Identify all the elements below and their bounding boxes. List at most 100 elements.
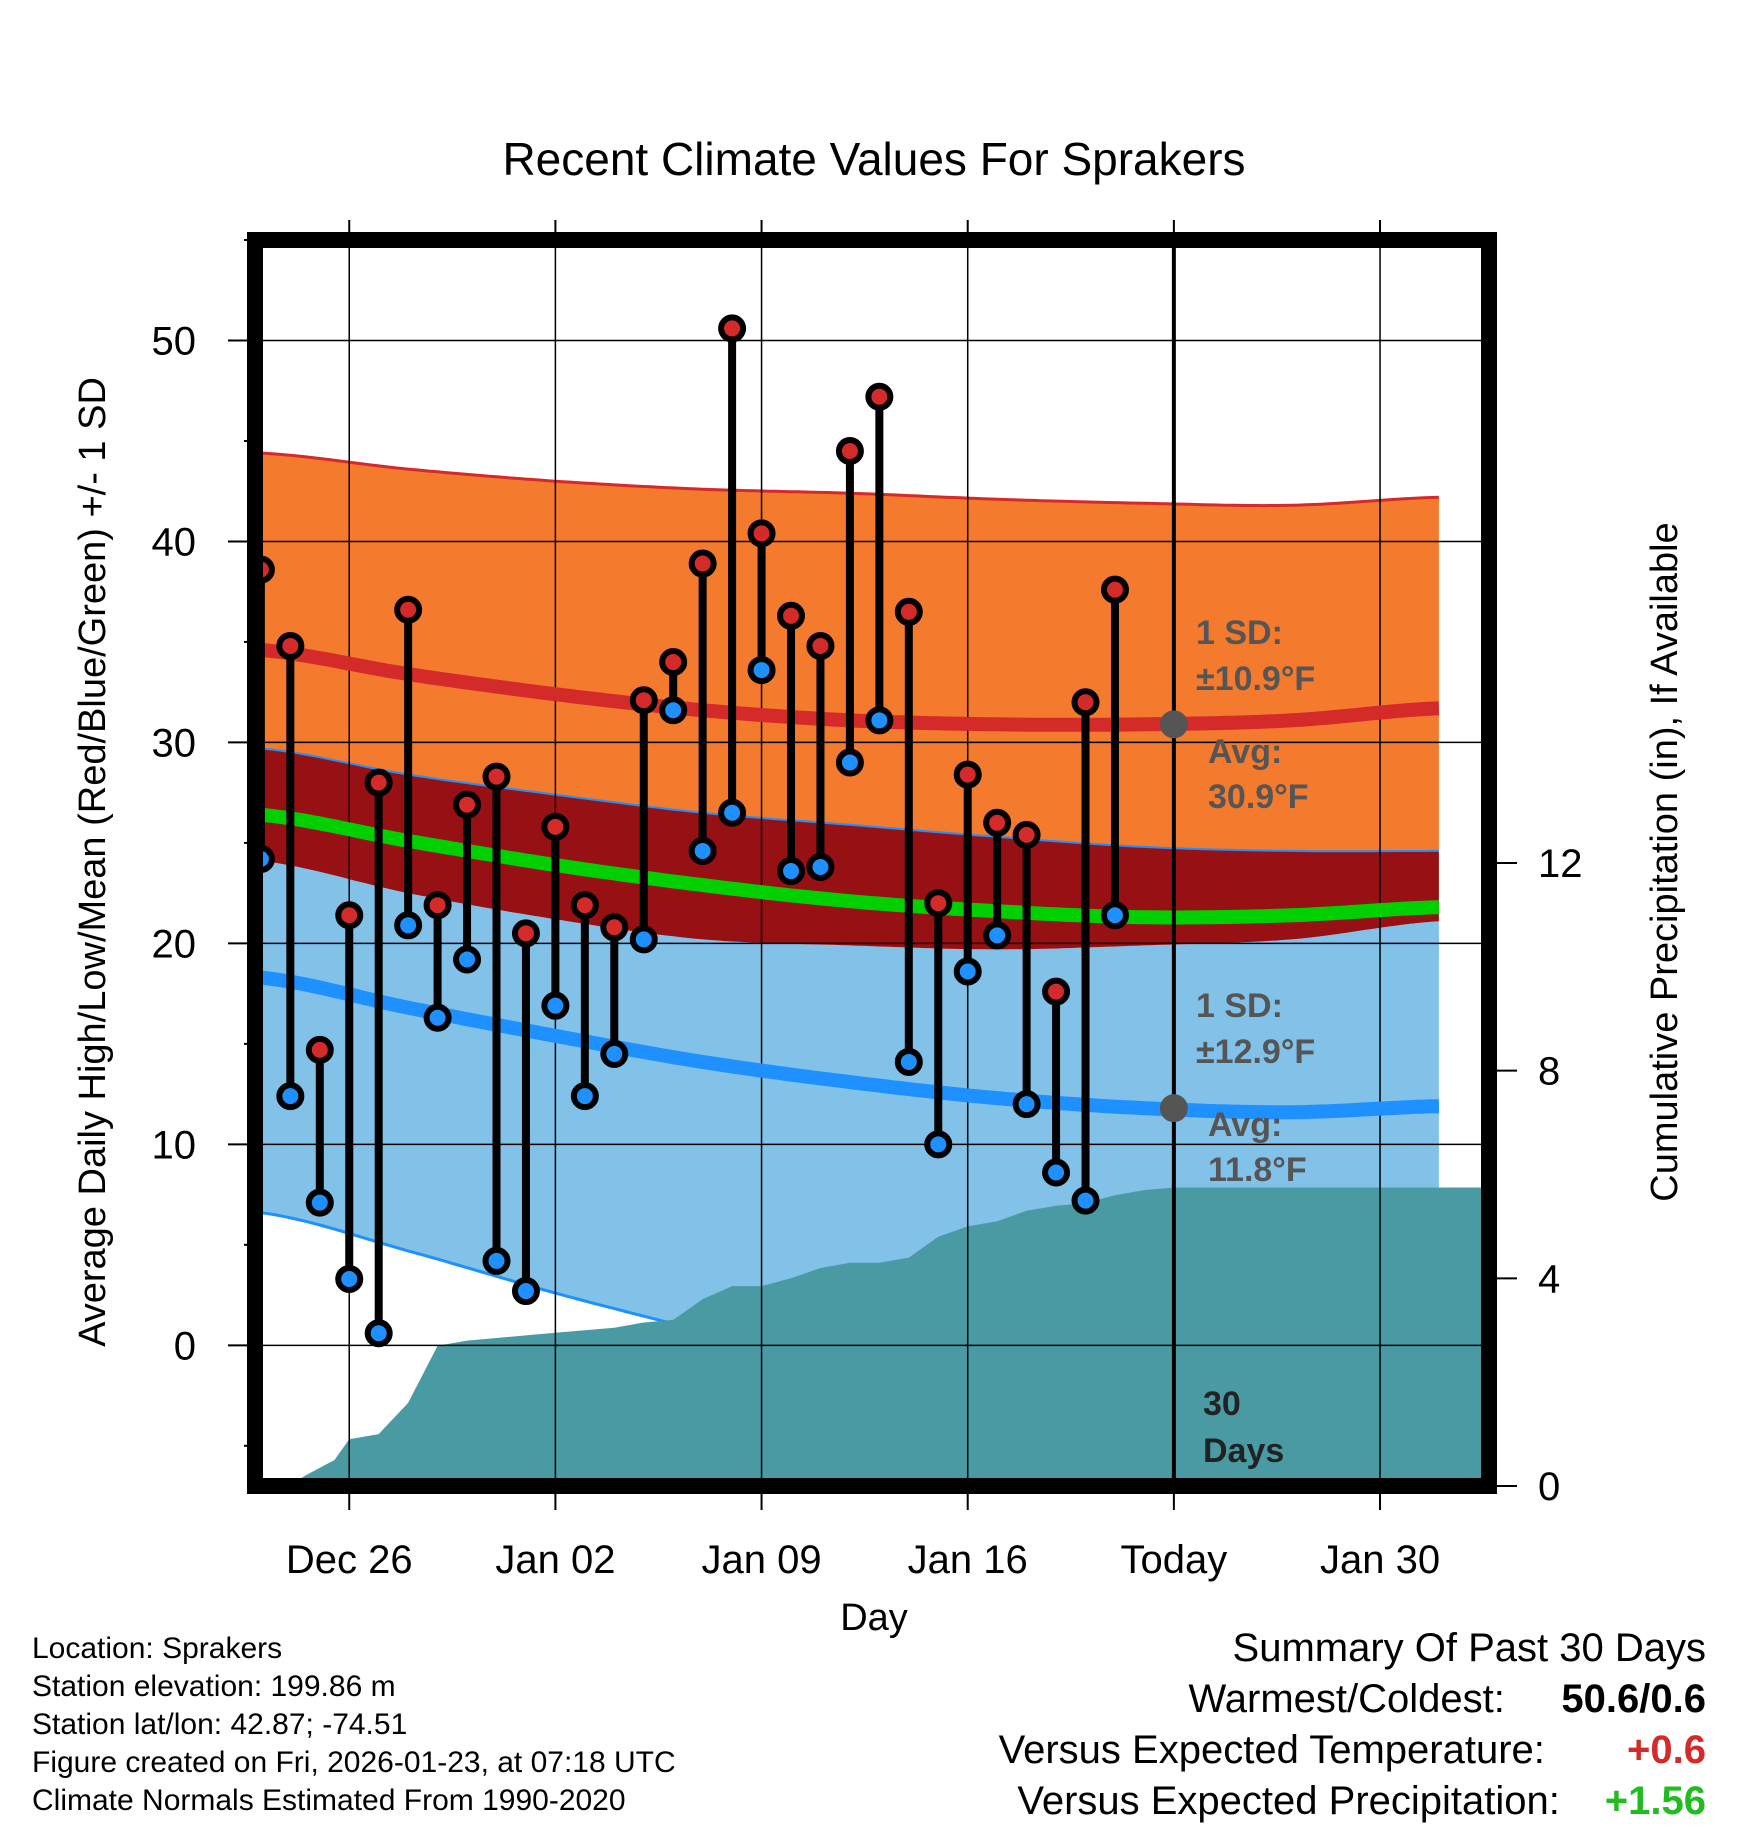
observed-high-point [835, 437, 864, 466]
observed-low-point [1100, 901, 1129, 930]
observed-high-point [541, 812, 570, 841]
observed-low-point [777, 857, 806, 886]
y-tick-label: 0 [174, 1324, 196, 1368]
observations [263, 314, 1129, 1348]
observed-high-point [953, 760, 982, 789]
precip-anomaly-value: +1.56 [1604, 1779, 1706, 1823]
observed-high-point [276, 631, 305, 660]
warmest-coldest-value: 50.6/0.6 [1561, 1677, 1706, 1721]
observed-low-point [806, 853, 835, 882]
summary-title: Summary Of Past 30 Days [1232, 1626, 1706, 1670]
observed-low-point [600, 1039, 629, 1068]
observed-high-point [747, 519, 776, 548]
station-info: Location: Sprakers Station elevation: 19… [32, 1630, 676, 1820]
annotations: 1 SD: ±10.9°F Avg: 30.9°F 1 SD: ±12.9°F … [1196, 614, 1315, 1470]
mean-average-line [263, 807, 1440, 925]
latlon-text: Station lat/lon: 42.87; -74.51 [32, 1708, 408, 1741]
x-tick-label: Jan 30 [1320, 1538, 1440, 1582]
precipitation-area [301, 1187, 1481, 1478]
observed-low-point [541, 991, 570, 1020]
observed-low-point [394, 911, 423, 940]
y-axis-label-right: Cumulative Precipitation (in), If Availa… [1644, 522, 1686, 1201]
observed-low-point [835, 748, 864, 777]
y-tick-label: 10 [152, 1123, 197, 1167]
observed-high-point [1071, 688, 1100, 717]
low-sd-value: ±12.9°F [1196, 1033, 1315, 1071]
low-avg-label: Avg: [1208, 1106, 1282, 1144]
observed-low-point [688, 836, 717, 865]
y2-tick-label: 8 [1538, 1050, 1560, 1094]
high-avg-label: Avg: [1208, 733, 1282, 771]
observed-low-point [482, 1246, 511, 1275]
observed-low-point [747, 656, 776, 685]
observed-high-point [1100, 575, 1129, 604]
observed-high-point [423, 891, 452, 920]
observed-low-point [659, 696, 688, 725]
observed-low-point [718, 798, 747, 827]
observed-high-point [1042, 977, 1071, 1006]
x-tick-label: Jan 09 [702, 1538, 822, 1582]
observed-high-point [335, 901, 364, 930]
observed-high-point [453, 790, 482, 819]
observed-low-point [629, 925, 658, 954]
x-tick-label: Jan 02 [495, 1538, 615, 1582]
x-tick-label: Jan 16 [908, 1538, 1028, 1582]
observed-low-point [276, 1082, 305, 1111]
low-avg-value: 11.8°F [1208, 1151, 1307, 1189]
observed-high-point [305, 1035, 334, 1064]
summary-warmest-row: Warmest/Coldest: 50.6/0.6 [999, 1674, 1707, 1725]
observed-low-point [924, 1130, 953, 1159]
observed-high-point [688, 549, 717, 578]
observed-low-point [1071, 1186, 1100, 1215]
summary-precip-row: Versus Expected Precipitation: +1.56 [999, 1776, 1706, 1827]
observed-high-point [482, 762, 511, 791]
x-tick-label: Today [1120, 1538, 1227, 1582]
y-tick-label: 40 [152, 520, 197, 564]
observed-low-point [953, 957, 982, 986]
y-axis-label-left: Average Daily High/Low/Mean (Red/Blue/Gr… [72, 377, 114, 1347]
summary-panel: Summary Of Past 30 Days Warmest/Coldest:… [999, 1623, 1706, 1827]
today-low-avg-marker [1159, 1094, 1188, 1123]
observed-high-point [263, 555, 275, 584]
summary-temp-row: Versus Expected Temperature: +0.6 [999, 1725, 1706, 1776]
window-label-line2: Days [1203, 1432, 1284, 1470]
observed-high-point [600, 913, 629, 942]
observed-low-point [364, 1319, 393, 1348]
x-axis-label: Day [840, 1597, 908, 1639]
observed-low-point [305, 1188, 334, 1217]
warmest-coldest-label: Warmest/Coldest: [1188, 1677, 1505, 1721]
observed-high-point [894, 597, 923, 626]
y-tick-label: 20 [152, 922, 197, 966]
observed-high-point [983, 808, 1012, 837]
location-text: Location: Sprakers [32, 1632, 283, 1665]
y2-tick-label: 0 [1538, 1465, 1560, 1509]
y-tick-label: 30 [152, 721, 197, 765]
observed-low-point [894, 1047, 923, 1076]
observed-high-point [777, 601, 806, 630]
y2-tick-label: 12 [1538, 842, 1583, 886]
temp-anomaly-value: +0.6 [1627, 1728, 1706, 1772]
observed-high-point [629, 686, 658, 715]
observed-high-point [806, 631, 835, 660]
observed-low-point [335, 1265, 364, 1294]
observed-high-point [511, 919, 540, 948]
low-average-line [263, 970, 1439, 1120]
observed-low-point [423, 1003, 452, 1032]
observed-low-point [1012, 1090, 1041, 1119]
observed-high-point [570, 891, 599, 920]
window-label-line1: 30 [1203, 1385, 1241, 1423]
observed-high-point [718, 314, 747, 343]
high-sd-label: 1 SD: [1196, 614, 1283, 652]
y2-tick-label: 4 [1538, 1257, 1560, 1301]
observed-low-point [263, 845, 275, 873]
observed-low-point [453, 945, 482, 974]
created-text: Figure created on Fri, 2026-01-23, at 07… [32, 1746, 676, 1779]
plot-area [263, 248, 1481, 1478]
observed-high-point [924, 889, 953, 918]
observed-high-point [865, 382, 894, 411]
precip-anomaly-label: Versus Expected Precipitation: [1017, 1779, 1560, 1823]
x-tick-label: Dec 26 [286, 1538, 413, 1582]
observed-low-point [511, 1277, 540, 1306]
